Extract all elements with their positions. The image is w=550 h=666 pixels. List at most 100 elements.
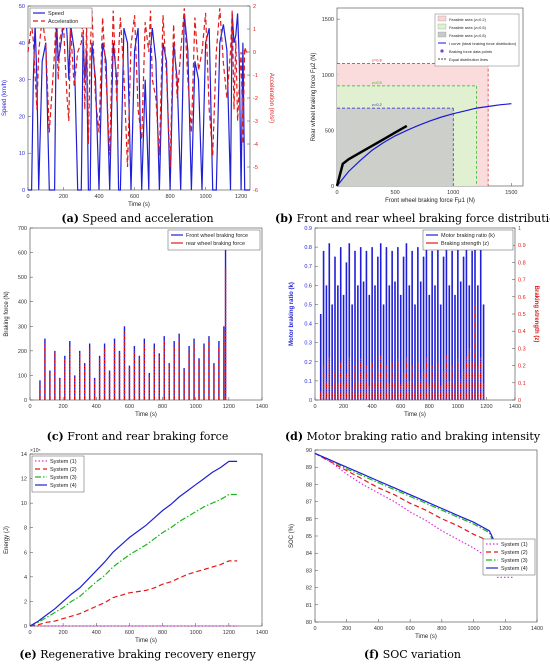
x-tick-label: 400 xyxy=(92,630,101,636)
series-line xyxy=(335,124,408,187)
y-tick-label: 300 xyxy=(18,324,27,330)
y2-tick-label: 0.4 xyxy=(518,329,526,335)
caption-e: (e) Regenerative braking recovery energy xyxy=(19,648,256,661)
y-tick-label: 90 xyxy=(306,448,312,454)
y-tick-label: 400 xyxy=(18,300,27,306)
x-tick-label: 1400 xyxy=(509,404,521,410)
y2-axis-label: Acceleration (m/s²) xyxy=(268,73,274,123)
legend-label: Feasible area (z=0.8) xyxy=(449,33,487,38)
y-tick-label: 0.9 xyxy=(304,226,312,232)
y-tick-label: 84 xyxy=(306,551,312,557)
y2-tick-label: 0.5 xyxy=(518,312,526,318)
y-tick-label: 0 xyxy=(331,184,334,190)
x-tick-label: 600 xyxy=(125,630,134,636)
x-tick-label: 400 xyxy=(374,626,383,632)
legend-box xyxy=(434,13,520,67)
panel-soc-variation: 0 200 400 600 800 1000 1200 1400 80 81 82 83 84 85 86 8… xyxy=(275,444,550,666)
y-tick-label: 10 xyxy=(19,151,25,157)
plot-area xyxy=(27,5,251,191)
y2-axis-label: Braking strength (z) xyxy=(533,286,539,343)
x-tick-label: 500 xyxy=(391,190,400,196)
zone-annotation: z=0.2 xyxy=(372,102,383,107)
legend-label: Feasible area (z=0.2) xyxy=(449,17,487,22)
legend-swatch xyxy=(437,31,447,38)
x-axis-label: Time (s) xyxy=(135,638,157,644)
y2-tick-label: -1 xyxy=(253,73,258,79)
legend-label: Front wheel braking force xyxy=(186,233,248,239)
zone-annotation: z=0.8 xyxy=(372,58,383,63)
y-tick-label: 6 xyxy=(24,550,27,556)
y-tick-label: 0.2 xyxy=(304,360,312,366)
x-tick-label: 1000 xyxy=(467,626,479,632)
x-tick-label: 0 xyxy=(28,630,31,636)
y-tick-label: 0.8 xyxy=(304,245,312,251)
zone-annotation: z=0.5 xyxy=(372,80,383,85)
y-axis-label: Motor braking ratio (k) xyxy=(289,282,295,346)
y-tick-label: 0.1 xyxy=(304,379,312,385)
x-tick-label: 1400 xyxy=(256,404,268,410)
legend-box xyxy=(482,538,536,576)
x-axis-label: Front wheel braking force Fμ1 (N) xyxy=(385,198,475,204)
panel-speed-acceleration: 0 200 400 600 800 1000 1200 0 10 20 30 40 50 Time (s)… xyxy=(0,0,275,230)
x-tick-label: 1000 xyxy=(199,194,211,200)
y2-tick-label: 0.9 xyxy=(518,243,526,249)
x-tick-label: 800 xyxy=(437,626,446,632)
legend-swatch xyxy=(437,15,447,22)
x-tick-label: 400 xyxy=(368,404,377,410)
panel-recovery-energy: 0 200 400 600 800 1000 1200 1400 0 2 4 6 8 10 12 14 Time… xyxy=(0,444,275,666)
x-tick-label: 200 xyxy=(59,404,68,410)
legend-label: System (3) xyxy=(50,475,77,481)
y-tick-label: 30 xyxy=(19,78,25,84)
y-tick-label: 8 xyxy=(24,526,27,532)
legend-label: Acceleration xyxy=(48,19,78,25)
chart-motor-braking-ratio: 0 200 400 600 800 1000 1200 140000.10.20.30.40.… xyxy=(289,226,539,418)
legend-box xyxy=(422,229,514,251)
x-tick-label: 1000 xyxy=(190,404,202,410)
legend-box xyxy=(167,229,261,251)
y-tick-label: 50 xyxy=(19,4,25,10)
x-tick-label: 1200 xyxy=(499,626,511,632)
y2-tick-label: -6 xyxy=(253,188,258,194)
y-axis-label: Energy (J) xyxy=(4,526,10,554)
y2-tick-label: 0.7 xyxy=(518,278,526,284)
legend-label: Equal distribution lines xyxy=(449,57,488,62)
y-tick-label: 500 xyxy=(325,128,334,134)
y-tick-label: 83 xyxy=(306,568,312,574)
legend-label: Motor braking ratio (k) xyxy=(441,233,495,239)
x-tick-label: 0 xyxy=(28,404,31,410)
legend-label: Feasible area (z=0.5) xyxy=(449,25,487,30)
x-tick-label: 0 xyxy=(313,404,316,410)
legend-label: System (1) xyxy=(50,459,77,465)
y-tick-label: 12 xyxy=(21,477,27,483)
y-tick-label: 0.6 xyxy=(304,283,312,289)
panel-motor-braking-ratio: 0 200 400 600 800 1000 1200 1400 0 0.1 0.2 0.3 0.4 0.… xyxy=(275,222,550,448)
x-axis-label: Time (s) xyxy=(415,634,437,640)
y-tick-label: 88 xyxy=(306,482,312,488)
legend-label: System (2) xyxy=(501,550,528,556)
y2-tick-label: 1 xyxy=(518,226,521,232)
y-tick-label: 0 xyxy=(22,188,25,194)
x-tick-label: 1500 xyxy=(505,190,517,196)
y-tick-label: 10 xyxy=(21,501,27,507)
y2-tick-label: -2 xyxy=(253,96,258,102)
x-tick-label: 200 xyxy=(59,630,68,636)
y-tick-label: 2 xyxy=(24,599,27,605)
x-tick-label: 400 xyxy=(94,194,103,200)
y-tick-label: 1500 xyxy=(322,17,334,23)
series-line xyxy=(29,460,238,627)
y-tick-label: 20 xyxy=(19,114,25,120)
x-tick-label: 1400 xyxy=(531,626,543,632)
legend-label: System (1) xyxy=(501,542,528,548)
series-line xyxy=(336,103,512,187)
panel-braking-force-distribution: 0 500 1000 1500 0 500 1000 1500 Front wheel brak… xyxy=(275,0,550,230)
y-tick-label: 87 xyxy=(306,500,312,506)
chart-braking-force-distribution: 0 500 1000 1500 0 500 1000 1500 Front wheel brak… xyxy=(311,7,524,204)
legend-box xyxy=(29,7,93,29)
y-tick-label: 700 xyxy=(18,226,27,232)
x-tick-label: 800 xyxy=(158,630,167,636)
caption-a: (a) Speed and acceleration xyxy=(61,212,214,225)
y-tick-label: 4 xyxy=(24,575,27,581)
x-axis-label: Time (s) xyxy=(404,412,426,418)
y2-tick-label: -5 xyxy=(253,165,258,171)
y-axis-label: Speed (km/h) xyxy=(2,80,8,116)
